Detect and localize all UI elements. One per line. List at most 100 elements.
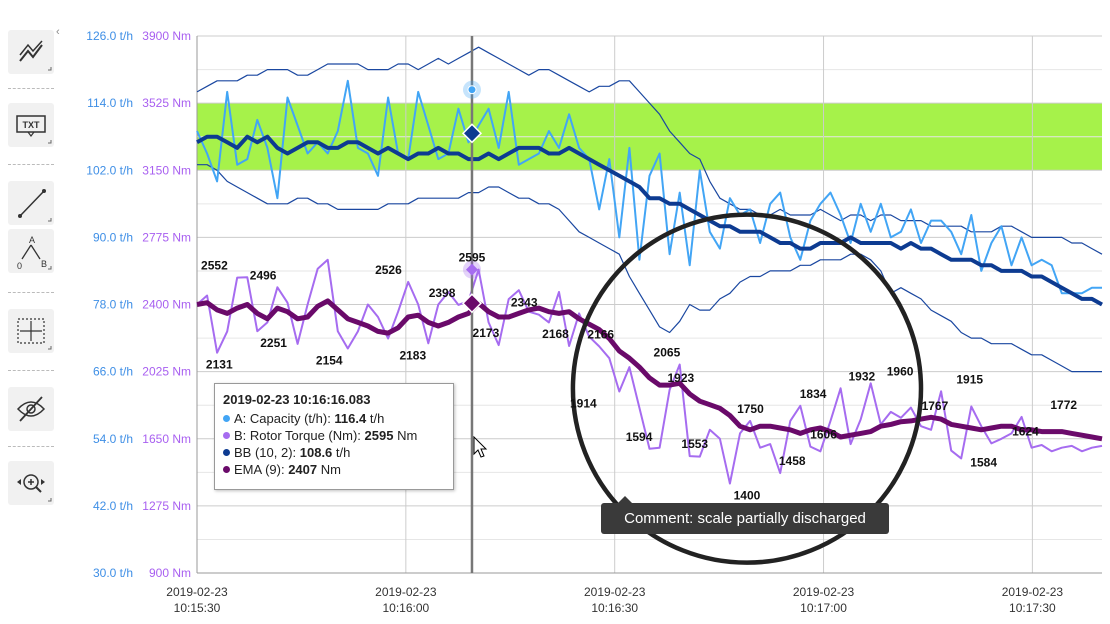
drawing-toolbar: ‹ TXT A 0 B xyxy=(0,0,66,624)
left-axis-tick: 54.0 t/h xyxy=(93,432,133,446)
data-label: 1767 xyxy=(922,399,949,413)
left-axis-tick: 42.0 t/h xyxy=(93,499,133,513)
torque-dot xyxy=(223,432,230,439)
capacity-marker xyxy=(467,85,477,95)
data-label: 1594 xyxy=(626,430,653,444)
zoom-icon xyxy=(17,474,52,502)
capacity-dot xyxy=(223,415,230,422)
x-axis-tick-time: 10:17:00 xyxy=(800,601,847,615)
right-axis-tick: 3900 Nm xyxy=(142,29,191,43)
data-label: 2168 xyxy=(542,327,569,341)
data-label: 1750 xyxy=(737,402,764,416)
data-label: 2166 xyxy=(587,327,614,341)
data-label: 1834 xyxy=(800,387,827,401)
collapse-toolbar-icon[interactable]: ‹ xyxy=(56,26,60,38)
svg-text:B: B xyxy=(41,259,47,269)
left-axis-tick: 114.0 t/h xyxy=(87,96,133,110)
data-label: 1923 xyxy=(667,371,694,385)
line-tool-button[interactable] xyxy=(8,181,54,225)
right-axis-tick: 2775 Nm xyxy=(142,230,191,244)
tooltip-row-ema: EMA (9): 2407 Nm xyxy=(223,461,445,478)
series-bb-10-2 xyxy=(196,134,1103,307)
data-label: 1553 xyxy=(681,437,708,451)
hide-tool-button[interactable] xyxy=(8,387,54,431)
left-axis-tick: 90.0 t/h xyxy=(93,230,133,244)
data-label: 1772 xyxy=(1050,398,1077,412)
trend-lines-icon xyxy=(19,40,52,71)
tooltip-row-capacity: A: Capacity (t/h): 116.4 t/h xyxy=(223,410,445,427)
text-tool-label: TXT xyxy=(23,120,41,130)
crosshair-icon xyxy=(17,318,52,350)
right-axis-tick: 1650 Nm xyxy=(142,432,191,446)
data-label: 1584 xyxy=(970,456,997,470)
right-axis-tick: 3525 Nm xyxy=(142,96,191,110)
data-label: 2526 xyxy=(375,263,402,277)
text-tool-button[interactable]: TXT xyxy=(8,103,54,147)
series-ema-9 xyxy=(196,298,1103,442)
data-label: 1458 xyxy=(779,454,806,468)
trend-tool-button[interactable] xyxy=(8,30,54,74)
right-axis-tick: 900 Nm xyxy=(149,566,191,580)
left-axis-tick: 78.0 t/h xyxy=(93,298,133,312)
left-axis-tick: 30.0 t/h xyxy=(93,566,133,580)
text-icon: TXT xyxy=(16,115,52,144)
zoom-tool-button[interactable] xyxy=(8,461,54,505)
crosshair-tooltip: 2019-02-23 10:16:16.083 A: Capacity (t/h… xyxy=(214,383,454,490)
right-axis-tick: 1275 Nm xyxy=(142,499,191,513)
x-axis-tick-date: 2019-02-23 xyxy=(166,585,228,599)
x-axis-ticks: 2019-02-23 10:15:30 2019-02-23 10:16:00 2019… xyxy=(166,585,1063,615)
comment-tooltip: Comment: scale partially discharged xyxy=(601,503,889,534)
x-axis-tick-date: 2019-02-23 xyxy=(375,585,437,599)
left-axis-tick: 66.0 t/h xyxy=(93,365,133,379)
x-axis-tick-date: 2019-02-23 xyxy=(1002,585,1064,599)
bb-dot xyxy=(223,449,230,456)
x-axis-tick-time: 10:17:30 xyxy=(1009,601,1056,615)
series-bb-upper xyxy=(196,46,1103,255)
data-labels: 2552 2131 2496 2251 2154 2526 2183 2398 2595 2173… xyxy=(201,251,1077,503)
series-lines xyxy=(196,46,1103,485)
ema-marker xyxy=(461,293,483,314)
x-axis-tick-time: 10:16:00 xyxy=(382,601,429,615)
angle-icon: A 0 B xyxy=(17,235,52,271)
data-label: 2131 xyxy=(206,358,233,372)
data-label: 2398 xyxy=(429,286,456,300)
right-axis-tick: 2400 Nm xyxy=(142,298,191,312)
x-axis-tick-date: 2019-02-23 xyxy=(793,585,855,599)
tooltip-time: 2019-02-23 10:16:16.083 xyxy=(223,392,371,407)
data-label: 2173 xyxy=(473,326,500,340)
annotation-circle xyxy=(570,212,924,565)
data-label: 1915 xyxy=(956,372,983,386)
data-label: 1914 xyxy=(570,396,597,410)
left-axis-tick: 126.0 t/h xyxy=(86,29,133,43)
cursor-layer xyxy=(461,36,483,573)
data-label: 2552 xyxy=(201,258,228,272)
x-axis-tick-time: 10:15:30 xyxy=(174,601,221,615)
mouse-cursor-icon xyxy=(473,436,488,458)
series-b-rotor-torque-nm xyxy=(196,258,1103,485)
series-a-capacity-t-h xyxy=(196,79,1102,295)
x-axis-tick-time: 10:16:30 xyxy=(591,601,638,615)
crosshair-tool-button[interactable] xyxy=(8,309,54,353)
left-axis-tick: 102.0 t/h xyxy=(86,163,133,177)
right-axis-tick: 2025 Nm xyxy=(142,365,191,379)
tooltip-row-bb: BB (10, 2): 108.6 t/h xyxy=(223,444,445,461)
eye-slash-icon xyxy=(16,396,46,422)
data-label: 2154 xyxy=(316,354,343,368)
gridlines xyxy=(196,35,1102,574)
data-label: 1400 xyxy=(734,489,761,503)
torque-marker xyxy=(465,263,478,276)
data-label: 2595 xyxy=(459,251,486,265)
data-label: 2343 xyxy=(511,296,538,310)
data-label: 2183 xyxy=(399,348,426,362)
data-label: 1606 xyxy=(810,428,837,442)
data-label: 1624 xyxy=(1012,424,1039,438)
data-label: 2251 xyxy=(260,336,287,350)
line-icon xyxy=(18,189,52,222)
angle-tool-button[interactable]: A 0 B xyxy=(8,229,54,273)
right-axis-ticks: 900 Nm 1275 Nm 1650 Nm 2025 Nm 2400 Nm 2775 N… xyxy=(142,29,191,580)
series-bb-lower xyxy=(197,164,1102,373)
svg-text:A: A xyxy=(29,235,35,245)
right-axis-tick: 3150 Nm xyxy=(142,163,191,177)
data-label: 1960 xyxy=(887,364,914,378)
